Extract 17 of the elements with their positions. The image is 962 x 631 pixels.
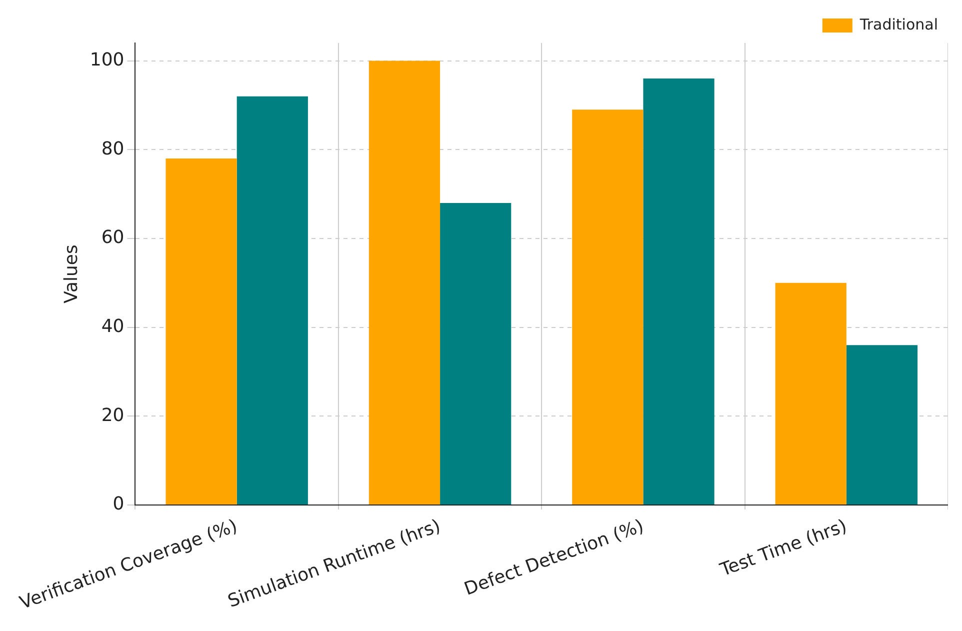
- bar: [440, 202, 512, 505]
- bar: [846, 345, 918, 505]
- y-tick-label: 80: [101, 138, 124, 160]
- y-tick-label: 0: [112, 494, 124, 515]
- y-tick-label: 100: [90, 49, 124, 70]
- bar: [775, 282, 846, 505]
- bar: [236, 96, 308, 505]
- y-tick-label: 40: [101, 316, 124, 338]
- legend-label: Traditional: [858, 15, 938, 34]
- y-axis-title: Values: [60, 244, 82, 304]
- bar: [166, 158, 237, 505]
- x-tick-label: Test Time (hrs): [716, 516, 850, 582]
- bar: [643, 78, 714, 505]
- bar: [572, 110, 644, 505]
- y-tick-label: 60: [101, 227, 124, 248]
- y-tick-label: 20: [101, 404, 124, 426]
- bar: [368, 60, 440, 505]
